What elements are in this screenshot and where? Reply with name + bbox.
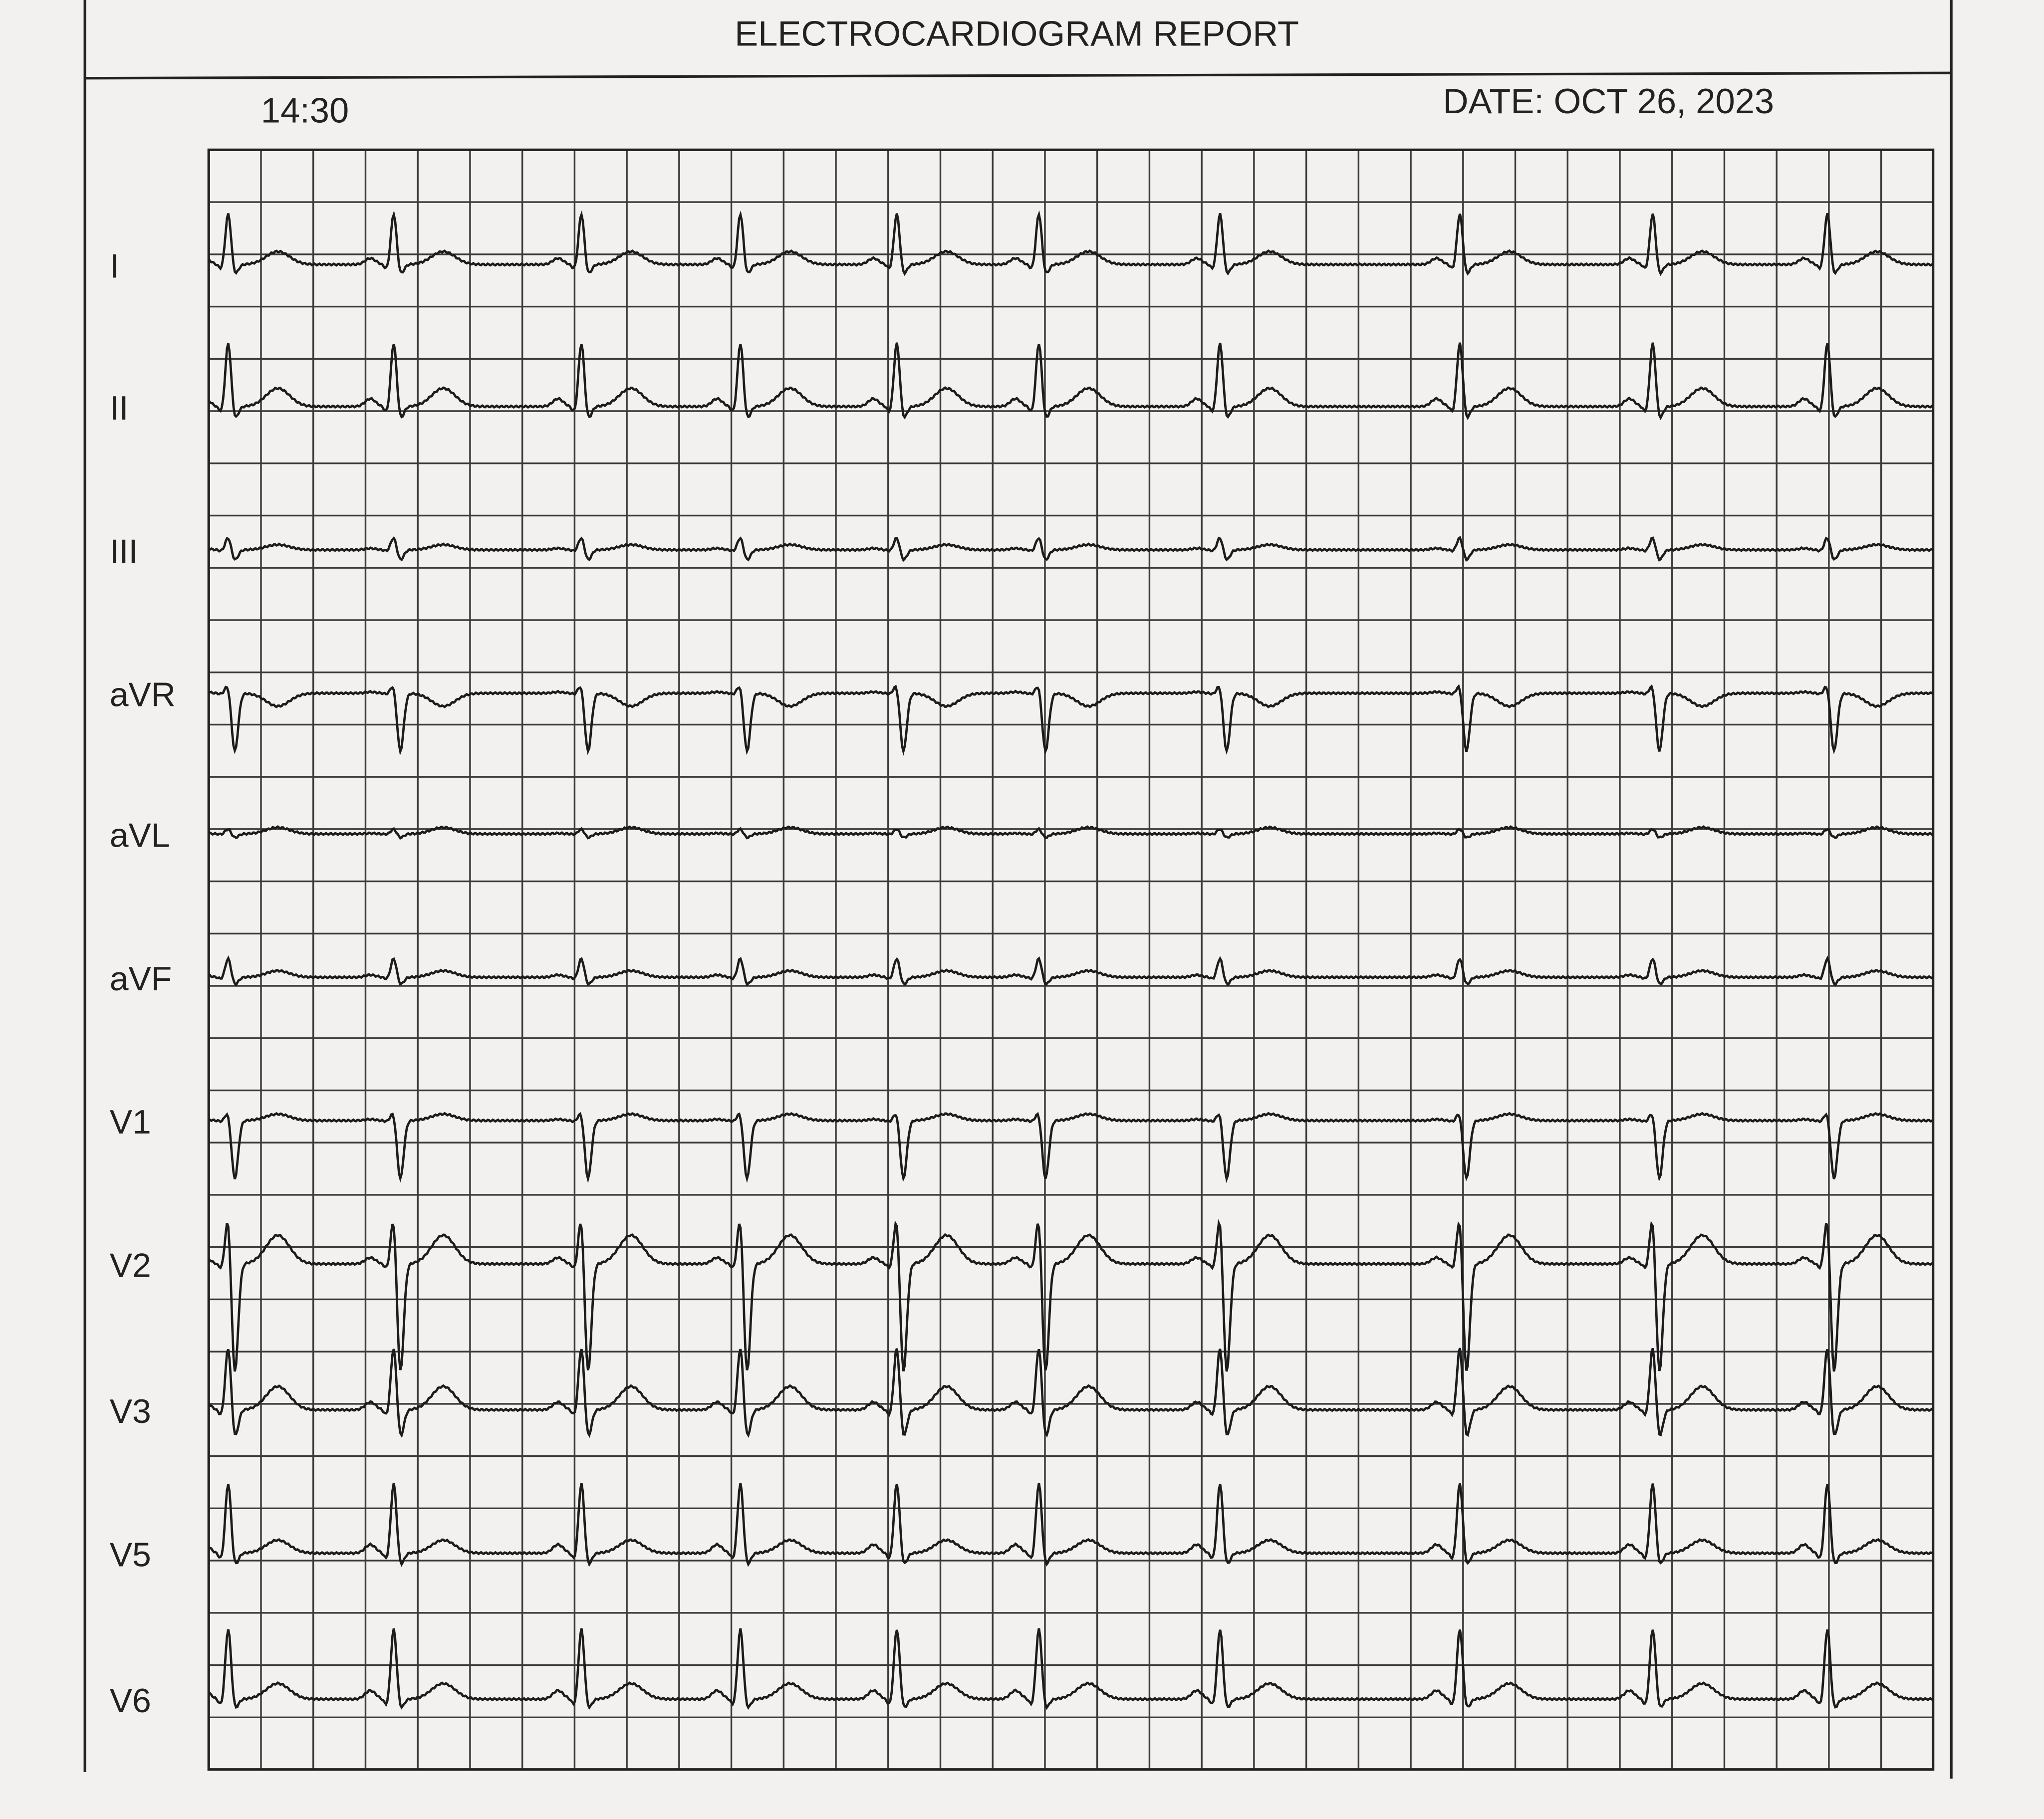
ecg-trace [208, 1112, 1934, 1183]
ecg-trace [208, 1483, 1934, 1567]
ecg-trace [208, 210, 1934, 276]
ecg-trace [209, 1628, 1934, 1710]
ecg-trace [208, 1348, 1934, 1438]
lead-label: aVL [110, 817, 170, 855]
traces [208, 210, 1934, 1710]
lead-label: III [110, 533, 138, 570]
report-time: 14:30 [261, 91, 349, 130]
grid [207, 148, 1935, 1771]
lead-label: aVF [110, 960, 172, 998]
ecg-trace [208, 1219, 1934, 1372]
ecg-trace [208, 535, 1934, 562]
lead-label: V6 [110, 1682, 151, 1720]
lead-label: I [110, 247, 119, 285]
report-title: ELECTROCARDIOGRAM REPORT [735, 13, 1299, 53]
lead-label: V1 [110, 1104, 151, 1141]
grid-frame [207, 148, 1935, 1771]
ecg-trace [208, 342, 1933, 421]
report-date: DATE: OCT 26, 2023 [1443, 81, 1775, 121]
ecg-trace [208, 825, 1933, 840]
lead-label: aVR [110, 677, 176, 714]
ecg-trace [209, 955, 1934, 987]
ecg-trace [208, 683, 1934, 756]
lead-label: V3 [110, 1393, 151, 1430]
lead-label: II [110, 390, 129, 427]
lead-label: V2 [110, 1247, 151, 1285]
lead-label: V5 [110, 1536, 151, 1574]
header-rule [85, 71, 1952, 80]
